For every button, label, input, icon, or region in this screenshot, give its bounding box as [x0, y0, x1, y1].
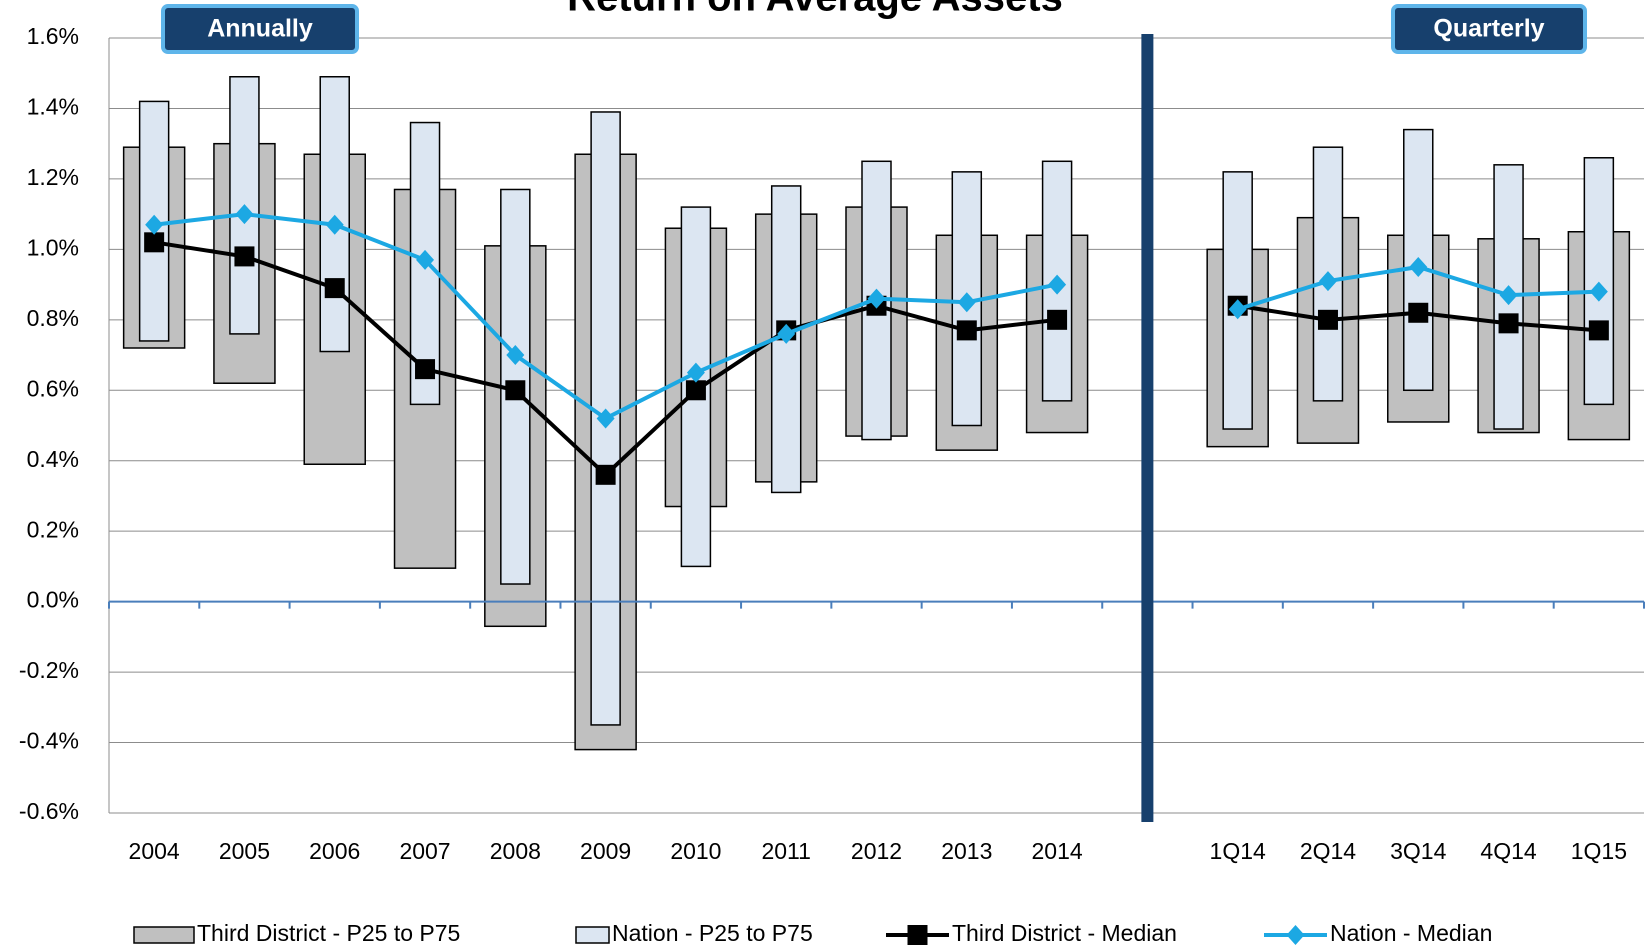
marker: [415, 359, 436, 380]
range-box: [319, 76, 350, 353]
x-tick-label: 2008: [490, 838, 541, 864]
marker: [1228, 299, 1247, 320]
marker: [1048, 274, 1067, 295]
y-tick-label: 0.8%: [27, 305, 79, 331]
marker: [686, 362, 705, 383]
marker: [145, 214, 164, 235]
marker: [1589, 281, 1608, 302]
annotation: Quarterly: [1433, 15, 1544, 43]
y-tick-label: 0.0%: [27, 587, 79, 613]
x-tick-label: 4Q14: [1480, 838, 1536, 864]
legend-label: Third District - Median: [952, 920, 1177, 946]
annotation: Annually: [207, 15, 313, 43]
y-tick-label: 0.2%: [27, 516, 79, 542]
x-tick-label: 2011: [761, 838, 810, 864]
range-box: [1403, 128, 1434, 392]
marker: [325, 214, 344, 235]
marker: [956, 320, 977, 341]
y-tick-label: 1.4%: [27, 94, 79, 120]
marker: [506, 345, 525, 366]
marker: [144, 232, 165, 253]
marker: [867, 288, 886, 309]
y-tick-label: -0.2%: [19, 657, 79, 683]
x-tick-label: 2005: [219, 838, 270, 864]
legend-label: Third District - P25 to P75: [197, 920, 460, 946]
marker: [595, 464, 616, 485]
marker: [1409, 256, 1428, 277]
legend-label: Nation - P25 to P75: [612, 920, 813, 946]
x-tick-label: 2Q14: [1300, 838, 1356, 864]
legend-label: Nation - Median: [1330, 920, 1492, 946]
x-tick-label: 2007: [399, 838, 450, 864]
marker: [1408, 302, 1429, 323]
y-tick-label: 1.0%: [27, 234, 79, 260]
marker: [1499, 285, 1518, 306]
y-tick-label: 1.2%: [27, 164, 79, 190]
marker: [957, 292, 976, 313]
annotation-box: [161, 4, 359, 54]
marker: [1318, 271, 1337, 292]
marker: [324, 278, 345, 299]
y-tick-label: 1.6%: [27, 23, 79, 49]
x-tick-label: 1Q14: [1210, 838, 1266, 864]
legend-swatch: [575, 926, 610, 944]
x-tick-label: 2006: [309, 838, 360, 864]
legend-swatch: [133, 926, 195, 944]
x-tick-label: 2013: [941, 838, 992, 864]
legend-marker: [907, 925, 928, 945]
marker: [685, 380, 706, 401]
range-box: [409, 121, 441, 406]
marker: [1588, 320, 1609, 341]
marker: [1498, 313, 1519, 334]
y-tick-label: -0.4%: [19, 728, 79, 754]
x-tick-label: 2009: [580, 838, 631, 864]
marker: [235, 204, 254, 225]
range-box: [1583, 157, 1615, 406]
legend-marker: [1286, 925, 1305, 945]
annotation-box: [1391, 4, 1587, 54]
x-tick-label: 1Q15: [1571, 838, 1627, 864]
marker: [1047, 309, 1068, 330]
marker: [234, 246, 255, 267]
x-tick-label: 2004: [129, 838, 180, 864]
marker: [1317, 309, 1338, 330]
marker: [777, 323, 796, 344]
marker: [505, 380, 526, 401]
y-tick-label: 0.6%: [27, 375, 79, 401]
y-tick-label: -0.6%: [19, 798, 79, 824]
x-tick-label: 3Q14: [1390, 838, 1446, 864]
y-tick-label: 0.4%: [27, 446, 79, 472]
x-tick-label: 2014: [1032, 838, 1083, 864]
x-tick-label: 2010: [670, 838, 721, 864]
x-tick-label: 2012: [851, 838, 902, 864]
chart-title: Return on Average Assets: [567, 0, 1063, 20]
marker: [596, 408, 615, 429]
marker: [416, 249, 435, 270]
